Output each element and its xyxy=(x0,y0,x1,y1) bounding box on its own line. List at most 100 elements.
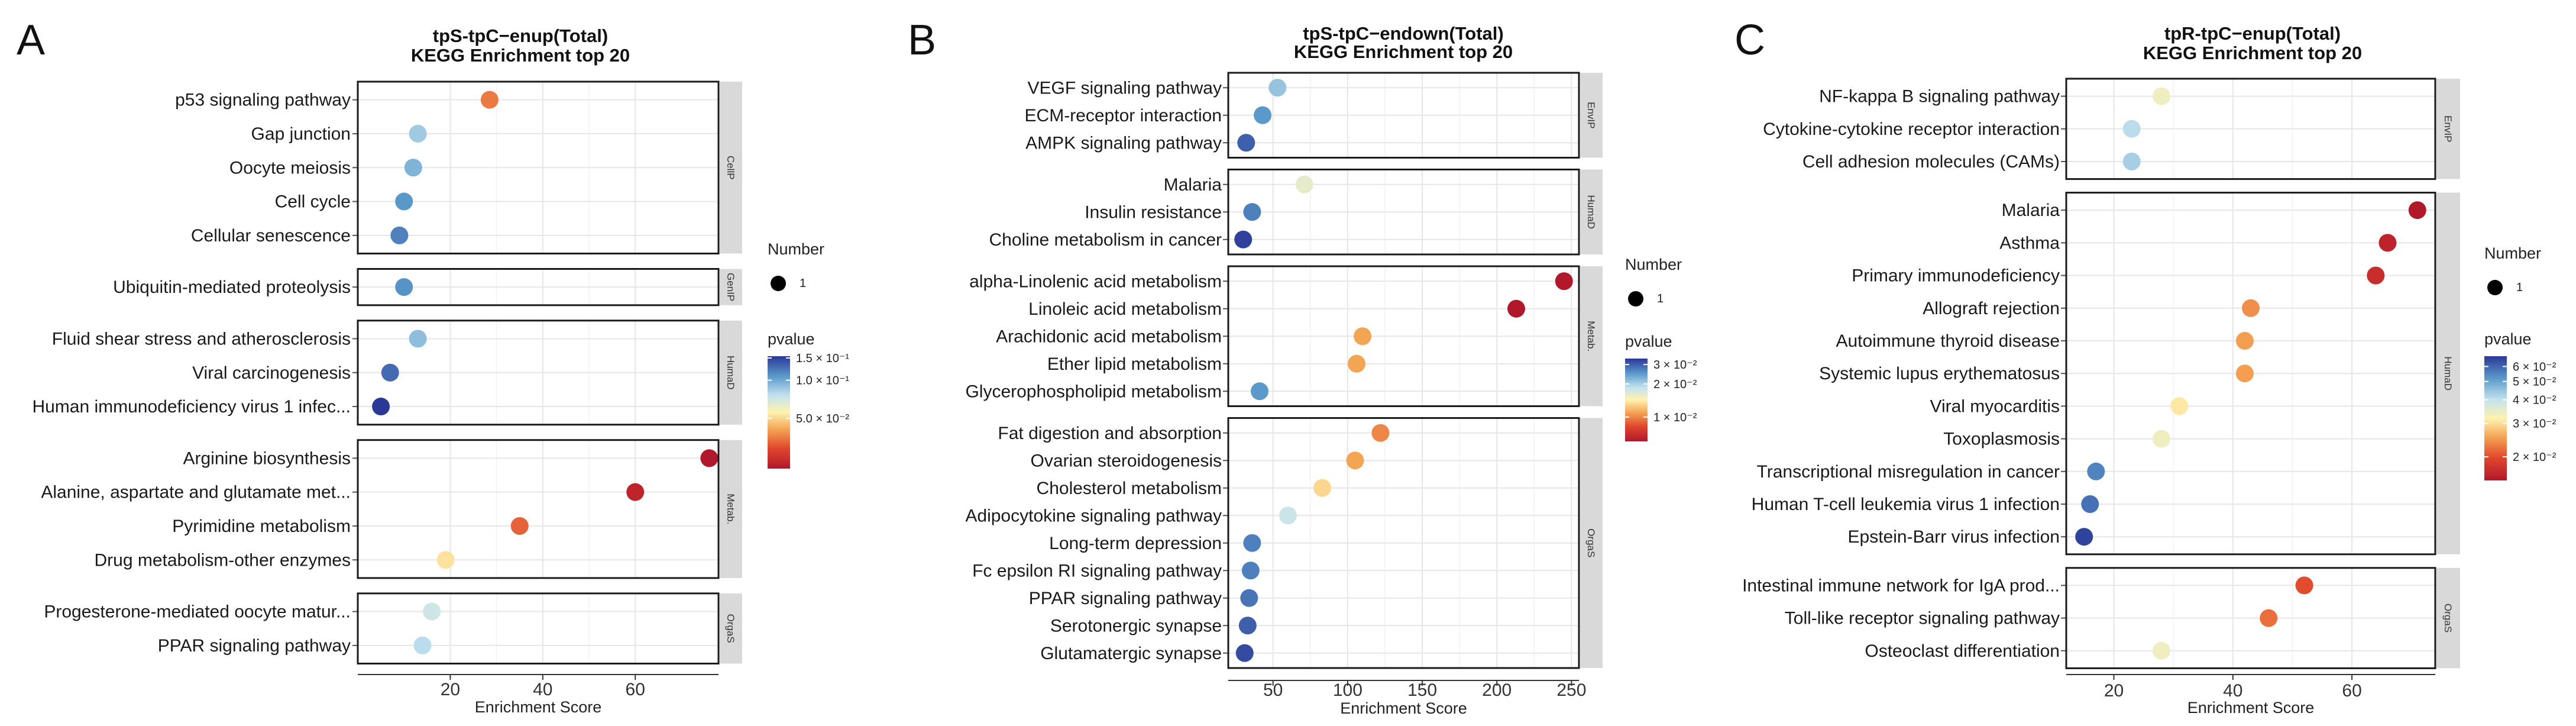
data-point xyxy=(1238,617,1257,635)
term-label: Ubiquitin-mediated proteolysis xyxy=(113,278,351,297)
term-label: alpha-Linolenic acid metabolism xyxy=(969,272,1222,291)
data-point xyxy=(2153,430,2171,448)
facet-strip-label: CellP xyxy=(725,156,736,180)
facet-border xyxy=(357,80,720,254)
facet-border xyxy=(357,439,720,579)
chart-title-line: KEGG Enrichment top 20 xyxy=(2143,43,2362,63)
facet-strip-label: Metab. xyxy=(1585,321,1597,351)
term-label: Systemic lupus erythematosus xyxy=(1819,364,2060,383)
data-point xyxy=(436,551,455,569)
term-label: NF-kappa B signaling pathway xyxy=(1819,87,2060,107)
data-point xyxy=(1240,589,1258,607)
data-point xyxy=(381,363,399,382)
color-legend-tick-label: 1 × 10⁻² xyxy=(1653,411,1697,424)
data-point xyxy=(1254,106,1272,124)
chart-title-line: KEGG Enrichment top 20 xyxy=(1294,41,1513,62)
chart-title-line: tpR-tpC−enup(Total) xyxy=(2164,23,2341,44)
term-label: Serotonergic synapse xyxy=(1050,616,1222,635)
size-legend-title: Number xyxy=(2484,244,2541,262)
size-legend-dot xyxy=(771,276,786,291)
facet-orgas: Intestinal immune network for IgA prod..… xyxy=(1742,567,2460,669)
color-legend-bar xyxy=(1625,359,1648,441)
data-point xyxy=(2122,153,2141,170)
data-point xyxy=(700,449,719,467)
facet-background xyxy=(358,593,719,664)
term-label: Osteoclast differentiation xyxy=(1865,641,2060,661)
facet-envip: NF-kappa B signaling pathway Cytokine-cyt… xyxy=(1763,78,2460,180)
term-label: Cell adhesion molecules (CAMs) xyxy=(1802,152,2060,172)
facet-genip: Ubiquitin-mediated proteolysis GenIP xyxy=(113,268,742,306)
size-legend-title: Number xyxy=(768,240,824,258)
term-label: PPAR signaling pathway xyxy=(1029,589,1222,608)
chart-title-line: tpS-tpC−endown(Total) xyxy=(1303,23,1504,44)
facet-strip-label: EnvIP xyxy=(2442,115,2454,142)
term-label: Fat digestion and absorption xyxy=(998,424,1222,443)
color-legend-tick-label: 5 × 10⁻² xyxy=(2513,376,2556,389)
term-label: Oocyte meiosis xyxy=(229,158,351,178)
panel-label: A xyxy=(17,17,45,64)
facet-humad: Malaria Insulin resistance Choline metabol… xyxy=(989,169,1603,256)
x-tick-label: 60 xyxy=(626,680,645,699)
facet-strip xyxy=(720,593,742,664)
facet-border xyxy=(1227,417,1580,669)
term-label: Arachidonic acid metabolism xyxy=(996,327,1222,346)
term-label: Intestinal immune network for IgA prod..… xyxy=(1742,576,2060,595)
facet-strip-label: Metab. xyxy=(725,493,736,524)
x-axis-title: Enrichment Score xyxy=(2187,699,2315,717)
data-point xyxy=(1243,534,1261,552)
term-label: Fluid shear stress and atherosclerosis xyxy=(52,329,351,349)
facet-metab: Arginine biosynthesis Alanine, aspartate … xyxy=(41,439,742,579)
data-point xyxy=(2170,397,2189,415)
size-legend-dot xyxy=(1628,291,1643,306)
facet-metab: alpha-Linolenic acid metabolism Linoleic … xyxy=(965,265,1603,407)
term-label: Viral carcinogenesis xyxy=(192,363,351,383)
data-point xyxy=(409,330,427,348)
term-label: Asthma xyxy=(1999,233,2060,253)
chart-title-line: tpS-tpC−enup(Total) xyxy=(433,25,608,46)
term-label: Ovarian steroidogenesis xyxy=(1030,451,1222,470)
data-point xyxy=(2081,495,2099,513)
facet-strip xyxy=(1580,266,1603,406)
term-label: Malaria xyxy=(2002,201,2060,220)
term-label: Glutamatergic synapse xyxy=(1040,644,1222,663)
data-point xyxy=(395,278,413,296)
data-point xyxy=(1268,79,1287,97)
data-point xyxy=(1234,230,1253,249)
data-point xyxy=(1354,327,1372,346)
term-label: Gap junction xyxy=(251,124,351,144)
facet-cellp: p53 signaling pathway Gap junction Oocyte … xyxy=(175,80,742,254)
facet-strip-label: OrgaS xyxy=(725,614,736,643)
facet-border xyxy=(357,268,720,306)
color-legend-tick-label: 5.0 × 10⁻² xyxy=(796,412,849,425)
facet-border xyxy=(2065,192,2436,556)
facet-strip xyxy=(720,440,742,578)
facet-border xyxy=(357,592,720,665)
facet-envip: VEGF signaling pathway ECM-receptor inter… xyxy=(1025,72,1603,159)
term-label: Glycerophospholipid metabolism xyxy=(965,382,1222,401)
facet-strip xyxy=(1580,418,1603,668)
facet-strip xyxy=(1580,73,1603,158)
data-point xyxy=(2235,364,2254,383)
term-label: Toxoplasmosis xyxy=(1943,430,2060,449)
x-tick-label: 40 xyxy=(2223,681,2242,701)
x-tick-label: 60 xyxy=(2342,681,2361,701)
facet-strip xyxy=(1580,169,1603,254)
x-axis-title: Enrichment Score xyxy=(475,698,602,716)
facet-humad: Malaria Asthma Primary immunodeficiency All… xyxy=(1752,192,2460,556)
facet-strip-label: OrgaS xyxy=(2442,604,2454,633)
term-label: Toll-like receptor signaling pathway xyxy=(1785,609,2060,628)
data-point xyxy=(2153,641,2171,660)
facet-border xyxy=(1227,265,1580,407)
term-label: Transcriptional misregulation in cancer xyxy=(1757,462,2060,482)
facet-strip xyxy=(720,269,742,305)
term-label: Fc epsilon RI signaling pathway xyxy=(972,561,1222,580)
facet-strip-label: HumaD xyxy=(725,356,736,390)
color-legend-title: pvalue xyxy=(768,330,815,348)
term-label: p53 signaling pathway xyxy=(175,91,351,110)
term-label: Primary immunodeficiency xyxy=(1852,266,2060,286)
data-point xyxy=(1346,451,1364,470)
data-point xyxy=(1348,354,1366,373)
term-label: AMPK signaling pathway xyxy=(1025,133,1222,153)
data-point xyxy=(1313,479,1331,497)
